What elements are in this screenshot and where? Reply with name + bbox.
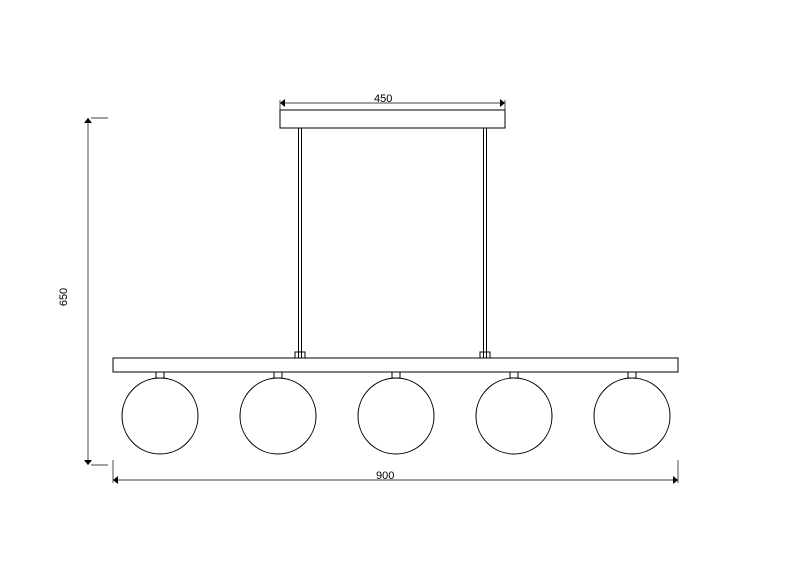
dimension-label-width: 900	[376, 470, 394, 482]
dimension-label-top: 450	[374, 93, 392, 105]
drawing-svg	[0, 0, 800, 565]
dimension-label-height: 650	[58, 288, 70, 306]
technical-drawing: 450 650 900	[0, 0, 800, 565]
